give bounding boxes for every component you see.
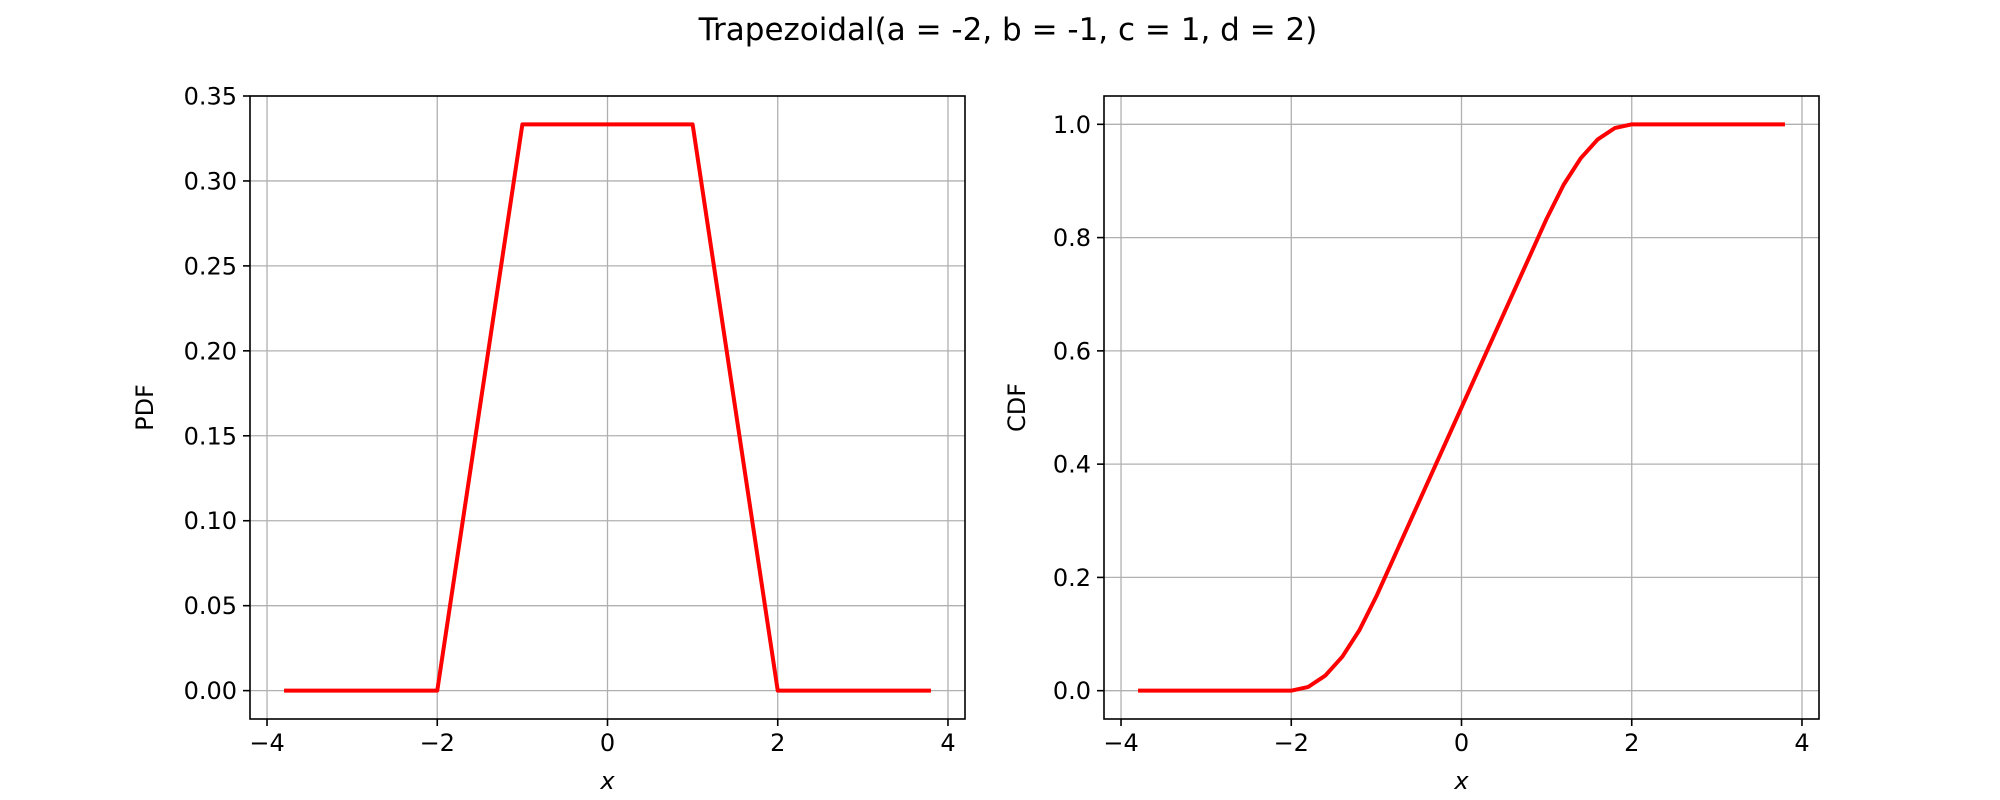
pdf-y-tick-label: 0.10 — [184, 507, 237, 535]
pdf-x-tick-label: 4 — [940, 729, 955, 757]
pdf-x-tick-label: 0 — [600, 729, 615, 757]
pdf-x-tick-label: 2 — [770, 729, 785, 757]
cdf-x-tick-label: 0 — [1454, 729, 1469, 757]
cdf-x-tick-label: 4 — [1794, 729, 1809, 757]
pdf-y-tick-label: 0.05 — [184, 592, 237, 620]
pdf-y-tick-label: 0.20 — [184, 337, 237, 365]
pdf-panel: −4 −2 0 2 4 0.00 0.05 0.10 0.15 0.20 0.25 0.30 0.35 x… — [131, 83, 966, 795]
pdf-x-tick-label: −2 — [420, 729, 455, 757]
pdf-y-tick-label: 0.00 — [184, 677, 237, 705]
cdf-curve — [1138, 122, 1785, 693]
pdf-x-axis-label: x — [599, 767, 615, 795]
cdf-x-tick-label: −4 — [1103, 729, 1138, 757]
figure-title: Trapezoidal(a = -2, b = -1, c = 1, d = 2… — [698, 12, 1318, 48]
cdf-panel: −4 −2 0 2 4 0.0 0.2 0.4 0.6 0.8 1.0 x CDF — [1003, 95, 1820, 795]
cdf-y-tick-label: 0.8 — [1053, 224, 1091, 252]
pdf-y-tick-label: 0.25 — [184, 252, 237, 280]
cdf-x-tick-label: 2 — [1624, 729, 1639, 757]
pdf-y-tick-label: 0.30 — [184, 167, 237, 195]
cdf-y-tick-label: 0.0 — [1053, 677, 1091, 705]
cdf-y-tick-label: 0.4 — [1053, 451, 1091, 479]
cdf-y-tick-label: 1.0 — [1053, 111, 1091, 139]
cdf-y-tick-label: 0.2 — [1053, 564, 1091, 592]
pdf-y-axis-label: PDF — [131, 384, 159, 431]
pdf-y-tick-label: 0.35 — [184, 83, 237, 111]
pdf-y-tick-label: 0.15 — [184, 422, 237, 450]
cdf-y-tick-label: 0.6 — [1053, 337, 1091, 365]
pdf-curve — [284, 122, 931, 693]
cdf-x-tick-label: −2 — [1274, 729, 1309, 757]
cdf-x-axis-label: x — [1453, 767, 1469, 795]
pdf-x-tick-label: −4 — [249, 729, 284, 757]
cdf-y-axis-label: CDF — [1003, 383, 1031, 432]
